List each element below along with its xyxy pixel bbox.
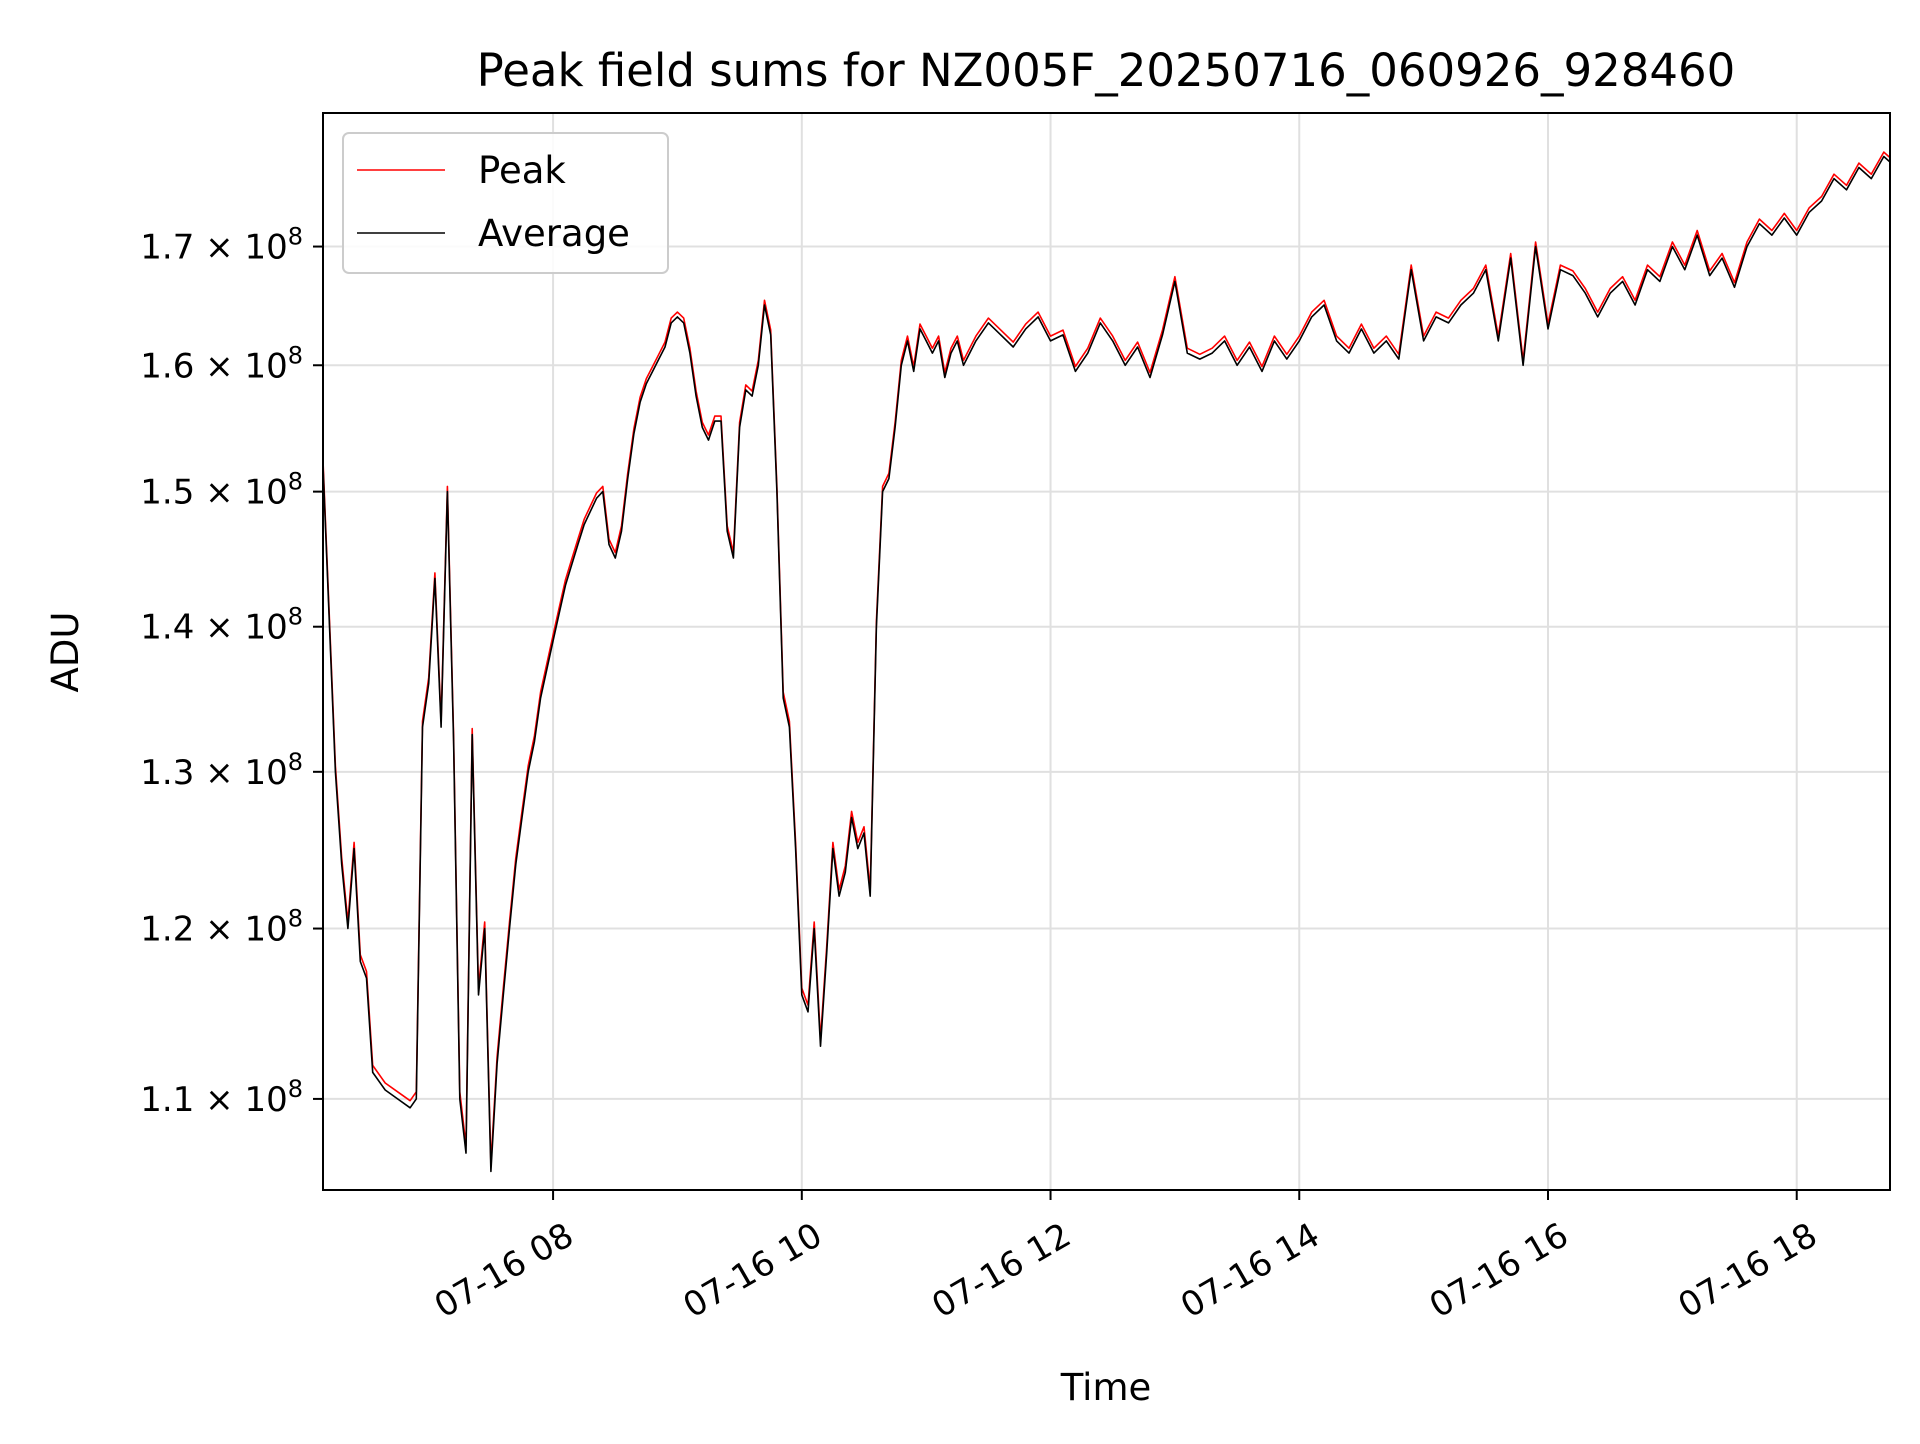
y-tick-exponent: 8 xyxy=(288,341,303,369)
y-tick-exponent: 8 xyxy=(288,748,303,776)
y-tick-label: 1.2 × 108 xyxy=(140,905,303,950)
y-tick-mantissa: 1.1 × 10 xyxy=(140,1080,287,1120)
y-tick-exponent: 8 xyxy=(288,1075,303,1103)
y-tick-exponent: 8 xyxy=(288,603,303,631)
y-tick-mantissa: 1.3 × 10 xyxy=(140,753,287,793)
y-tick-exponent: 8 xyxy=(288,905,303,933)
y-tick-label: 1.6 × 108 xyxy=(140,341,303,386)
legend-average-label: Average xyxy=(478,212,630,255)
y-axis-label: ADU xyxy=(44,612,87,693)
y-tick-mantissa: 1.6 × 10 xyxy=(140,346,287,386)
y-tick-mantissa: 1.4 × 10 xyxy=(140,608,287,648)
y-tick-mantissa: 1.7 × 10 xyxy=(140,228,287,268)
chart-title: Peak field sums for NZ005F_20250716_0609… xyxy=(477,44,1736,97)
y-tick-mantissa: 1.2 × 10 xyxy=(140,910,287,950)
y-tick-mantissa: 1.5 × 10 xyxy=(140,473,287,513)
series-lines xyxy=(322,151,1891,1173)
y-tick-exponent: 8 xyxy=(288,223,303,251)
y-tick-label: 1.7 × 108 xyxy=(140,223,303,268)
y-tick-label: 1.1 × 108 xyxy=(140,1075,303,1120)
y-tick-exponent: 8 xyxy=(288,468,303,496)
y-tick-label: 1.5 × 108 xyxy=(140,468,303,513)
plot-frame xyxy=(322,112,1891,1191)
x-axis-label: Time xyxy=(1060,1366,1152,1409)
series-line-average xyxy=(322,155,1891,1173)
grid-lines xyxy=(323,113,1890,1190)
legend: Peak Average xyxy=(342,132,669,274)
y-tick-label: 1.3 × 108 xyxy=(140,748,303,793)
legend-box xyxy=(342,132,669,274)
legend-peak-label: Peak xyxy=(478,149,566,192)
y-tick-label: 1.4 × 108 xyxy=(140,603,303,648)
